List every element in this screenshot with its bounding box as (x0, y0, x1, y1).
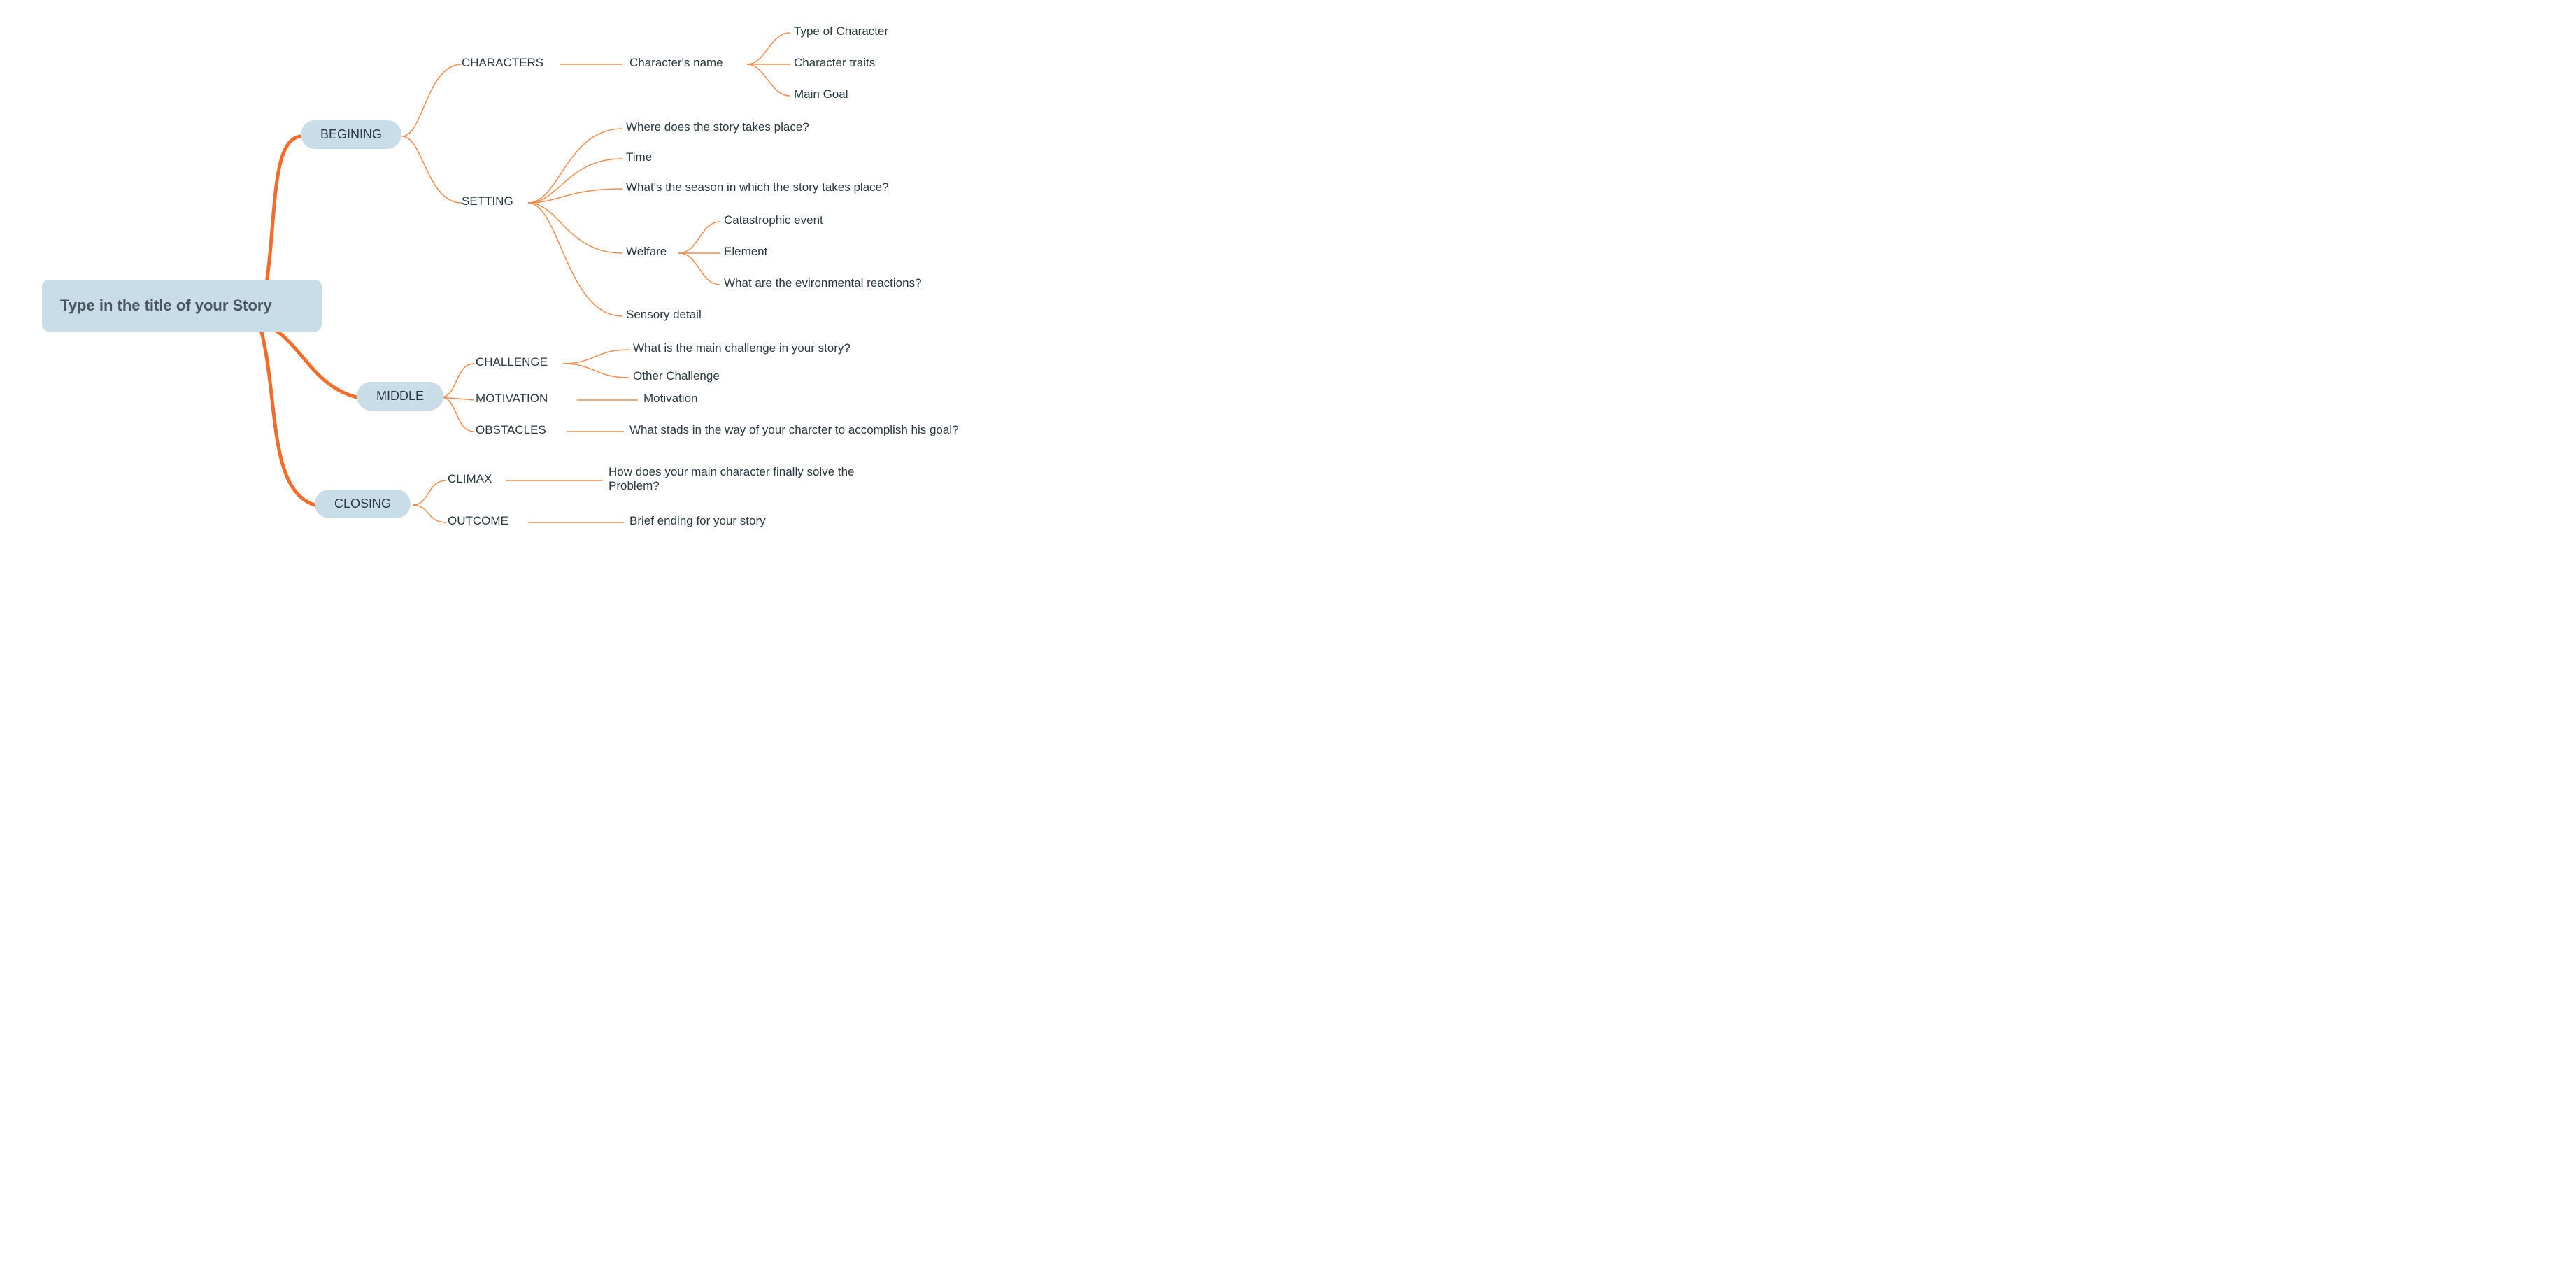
node-character-goal[interactable]: Main Goal (794, 87, 848, 101)
node-climax[interactable]: CLIMAX (448, 472, 492, 486)
node-setting-time[interactable]: Time (626, 150, 652, 164)
closing-label: CLOSING (334, 497, 391, 511)
node-setting[interactable]: SETTING (462, 194, 513, 208)
beginning-label: BEGINING (320, 127, 382, 141)
node-welfare-element[interactable]: Element (724, 245, 767, 259)
node-obstacles[interactable]: OBSTACLES (476, 423, 546, 437)
middle-label: MIDDLE (376, 389, 424, 403)
node-setting-welfare[interactable]: Welfare (626, 245, 667, 259)
node-climax-text[interactable]: How does your main character finally sol… (609, 465, 902, 493)
node-challenge-main[interactable]: What is the main challenge in your story… (633, 341, 851, 355)
node-setting-season[interactable]: What's the season in which the story tak… (626, 180, 889, 194)
node-setting-sensory[interactable]: Sensory detail (626, 308, 702, 322)
node-outcome[interactable]: OUTCOME (448, 514, 508, 528)
node-character-traits[interactable]: Character traits (794, 56, 875, 70)
node-welfare-reactions[interactable]: What are the evironmental reactions? (724, 276, 922, 290)
node-character-name[interactable]: Character's name (629, 56, 723, 70)
node-characters[interactable]: CHARACTERS (462, 56, 543, 70)
section-closing[interactable]: CLOSING (315, 490, 411, 518)
section-beginning[interactable]: BEGINING (301, 120, 401, 149)
node-outcome-text[interactable]: Brief ending for your story (629, 514, 766, 528)
node-motivation-text[interactable]: Motivation (643, 392, 697, 406)
mindmap-connectors (0, 0, 1091, 546)
node-challenge-other[interactable]: Other Challenge (633, 369, 720, 383)
node-challenge[interactable]: CHALLENGE (476, 355, 548, 369)
node-character-type[interactable]: Type of Character (794, 24, 888, 38)
node-setting-where[interactable]: Where does the story takes place? (626, 120, 809, 134)
node-obstacles-text[interactable]: What stads in the way of your charcter t… (629, 423, 959, 437)
root-node[interactable]: Type in the title of your Story (42, 280, 322, 332)
root-title: Type in the title of your Story (60, 297, 272, 314)
section-middle[interactable]: MIDDLE (357, 382, 443, 411)
node-motivation[interactable]: MOTIVATION (476, 392, 548, 406)
node-welfare-catastrophic[interactable]: Catastrophic event (724, 213, 823, 227)
